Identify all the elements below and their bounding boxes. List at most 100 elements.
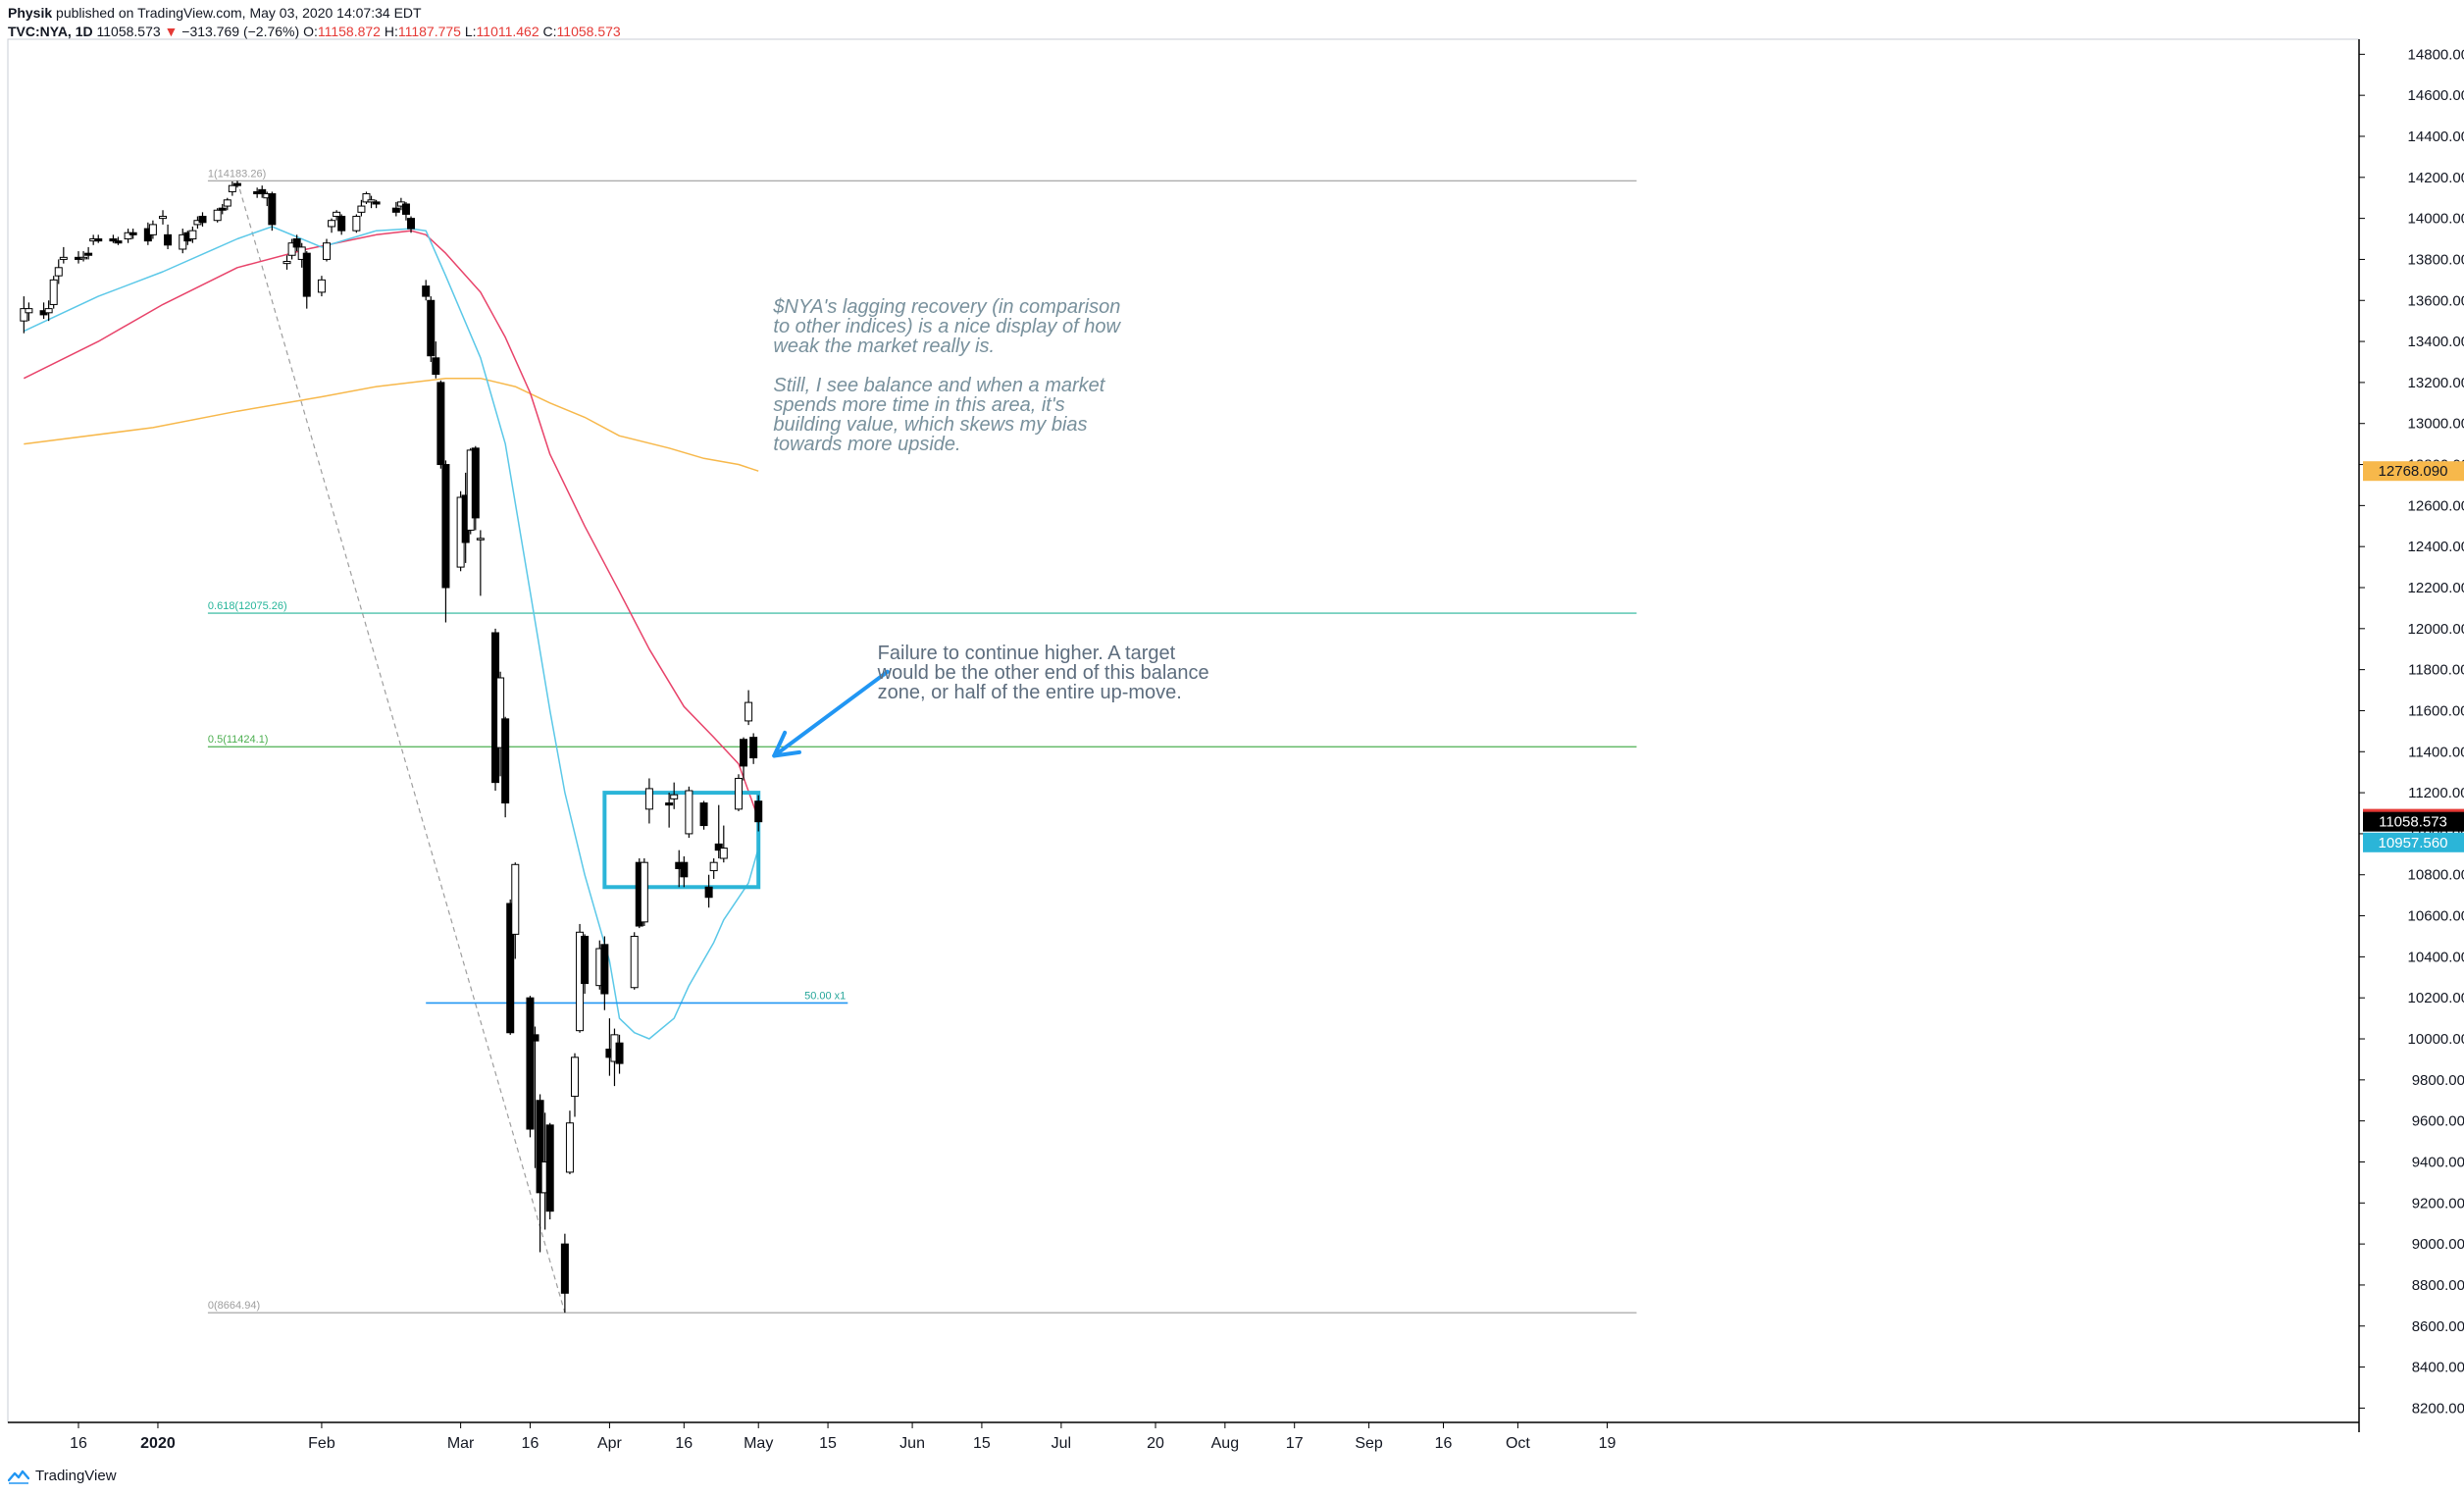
time-tick-label: Aug [1211, 1435, 1239, 1452]
chart-header: Physik published on TradingView.com, May… [8, 4, 621, 41]
fib-level-label: 0(8664.94) [208, 1300, 260, 1312]
annotation-text-line: to other indices) is a nice display of h… [773, 316, 1121, 337]
candle-body [232, 182, 241, 186]
tradingview-logo-icon[interactable] [8, 1469, 29, 1484]
candle [734, 774, 743, 811]
time-tick-label: Oct [1506, 1435, 1530, 1452]
candle-body [432, 357, 440, 376]
open-value: 11158.872 [317, 24, 381, 39]
candle-body [615, 1042, 624, 1064]
candle [511, 862, 520, 959]
time-tick-label: 15 [819, 1435, 837, 1452]
candle [84, 246, 93, 260]
candle [740, 737, 748, 781]
arrow-shaft [772, 669, 890, 758]
candle-body [362, 193, 371, 203]
candle [49, 276, 58, 309]
candle [198, 212, 207, 227]
candle-body [670, 794, 679, 799]
price-tick-label: 12400.000 [2408, 539, 2464, 555]
candle [258, 185, 267, 198]
annotation-text-line: building value, which skews my bias [773, 414, 1087, 436]
price-badge-label: 10957.560 [2379, 835, 2448, 851]
ema-fast-line [23, 226, 759, 1040]
ema-mid-line [23, 230, 759, 819]
sma-slow-line [24, 377, 759, 472]
candle [665, 793, 674, 828]
time-tick-label: Sep [1355, 1435, 1383, 1452]
candle [685, 786, 693, 839]
candle-body [685, 790, 693, 835]
price-tick-label: 8600.000 [2412, 1318, 2464, 1335]
candle-body [59, 256, 68, 260]
annotation-text-line: spends more time in this area, it's [773, 394, 1064, 416]
candle [367, 195, 376, 209]
annotation-note-1: $NYA's lagging recovery (in comparisonto… [772, 296, 1121, 455]
time-tick-label: Apr [597, 1435, 623, 1452]
horizontal-level-label: 50.00 x1 [804, 990, 846, 1002]
candle-body [49, 279, 58, 305]
candle [302, 251, 311, 309]
candle [391, 201, 400, 217]
time-tick-label: 16 [1435, 1435, 1453, 1452]
annotation-arrow [772, 669, 890, 758]
candle-body [258, 188, 267, 195]
brand-name[interactable]: TradingView [35, 1468, 117, 1484]
close-label: C: [542, 24, 557, 39]
candle [704, 874, 713, 908]
candle [25, 302, 33, 322]
candle-body [422, 285, 431, 297]
price-tick-label: 9600.000 [2412, 1113, 2464, 1130]
price-tick-label: 14800.000 [2408, 46, 2464, 63]
publish-line: Physik published on TradingView.com, May… [8, 4, 621, 23]
candle-body [164, 233, 173, 246]
time-tick-label: Mar [447, 1435, 475, 1452]
price-tick-label: 8400.000 [2412, 1360, 2464, 1376]
candle [228, 180, 236, 196]
close-value: 11058.573 [556, 24, 621, 39]
candles [20, 180, 763, 1314]
price-badge-bg [2363, 811, 2464, 832]
candle [328, 218, 336, 233]
candle-body [367, 199, 376, 203]
price-tick-label: 10800.000 [2408, 867, 2464, 884]
author-name[interactable]: Physik [8, 5, 53, 21]
time-tick-label: 20 [1147, 1435, 1164, 1452]
fib-level-label: 1(14183.26) [208, 168, 266, 180]
time-tick-label: 19 [1599, 1435, 1617, 1452]
candle-body [565, 1122, 574, 1173]
candle [615, 1034, 624, 1074]
annotation-text-line: would be the other end of this balance [877, 662, 1209, 684]
candle [179, 229, 187, 254]
candle-body [506, 902, 515, 1034]
candle [476, 530, 485, 596]
candle-body [25, 308, 33, 314]
candle-body [372, 201, 381, 205]
price-tick-label: 9200.000 [2412, 1195, 2464, 1211]
price-tick-label: 14000.000 [2408, 211, 2464, 228]
candle [223, 197, 231, 211]
symbol-label: TVC:NYA, 1D [8, 24, 93, 39]
candle-body [323, 242, 331, 260]
candle-body [719, 848, 728, 859]
candle-body [337, 216, 346, 232]
high-value: 11187.775 [397, 24, 461, 39]
price-tick-label: 13400.000 [2408, 334, 2464, 350]
candle [287, 238, 296, 260]
price-tick-label: 8200.000 [2412, 1400, 2464, 1417]
candle [159, 210, 168, 225]
time-tick-label: Jul [1052, 1435, 1071, 1452]
fib-level-label: 0.618(12075.26) [208, 600, 287, 612]
candle-body [44, 308, 53, 314]
candle [719, 825, 728, 863]
candle [501, 716, 510, 818]
candle-body [179, 233, 187, 250]
time-tick-label: 16 [70, 1435, 87, 1452]
candle-body [709, 861, 718, 872]
annotation-text-line: $NYA's lagging recovery (in comparison [772, 296, 1120, 318]
candle-body [198, 216, 207, 224]
price-tick-label: 14600.000 [2408, 87, 2464, 104]
candle-body [223, 199, 231, 207]
candle [560, 1233, 569, 1314]
